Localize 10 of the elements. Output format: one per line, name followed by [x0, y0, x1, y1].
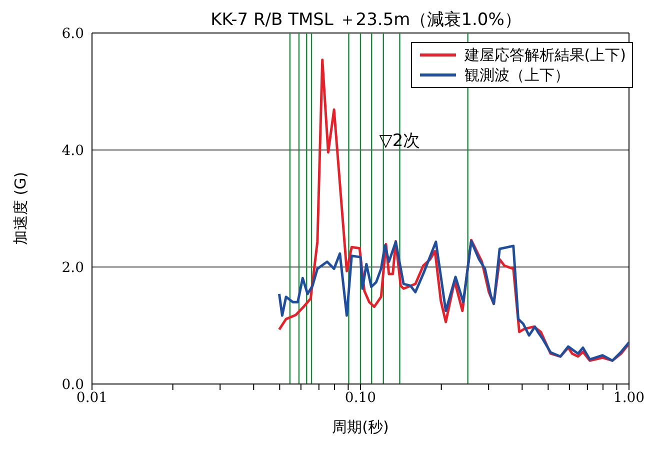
- x-axis-title: 周期(秒): [332, 418, 389, 436]
- chart-title: KK-7 R/B TMSL ＋23.5m（減衰1.0%）: [210, 9, 522, 31]
- y-tick-label: 4.0: [62, 142, 84, 159]
- legend-label: 観測波（上下）: [464, 65, 570, 85]
- y-tick-label: 6.0: [62, 26, 84, 42]
- x-tick-label: 0.10: [344, 390, 376, 406]
- x-tick-label: 1.00: [613, 390, 645, 406]
- y-tick-label: 2.0: [62, 260, 84, 276]
- legend-label: 建屋応答解析結果(上下): [464, 45, 626, 65]
- y-axis-title: 加速度 (G): [11, 172, 30, 246]
